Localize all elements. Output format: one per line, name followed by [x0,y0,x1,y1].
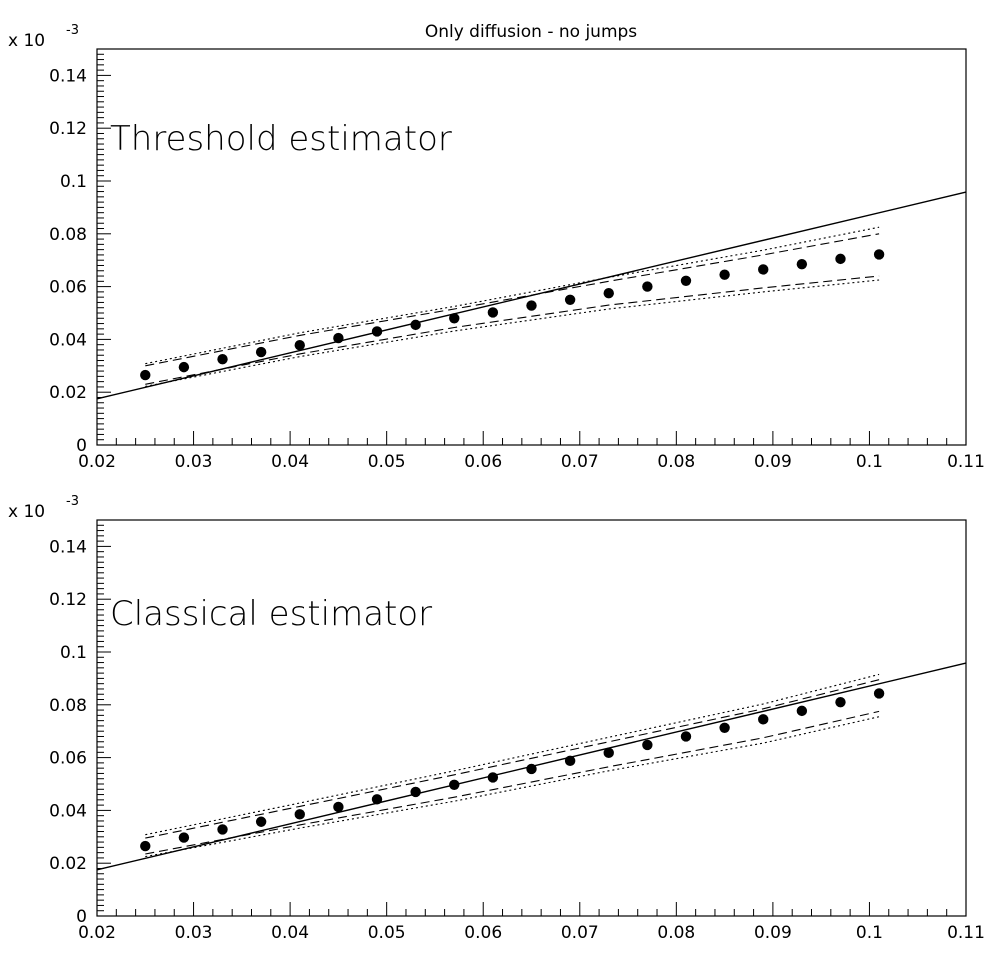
data-point [603,747,614,759]
dotted-line [145,226,880,365]
data-point [487,772,499,783]
x-tick-label: 0.06 [464,452,502,472]
y-tick-label: 0 [76,907,87,927]
data-point [217,824,228,835]
data-point [487,307,499,318]
solid-line [96,662,967,871]
data-point [603,288,614,299]
data-point [642,739,653,751]
data-point [835,253,846,265]
data-point [758,264,769,275]
data-point [642,281,653,292]
x-tick-label: 0.08 [657,923,695,943]
x-tick-label: 0.04 [271,923,309,943]
y-multiplier-label: x 10 [8,502,45,522]
data-point [178,832,190,843]
x-tick-label: 0.06 [464,923,502,943]
data-point [526,300,537,311]
y-tick-label: 0 [76,436,87,456]
x-tick-label: 0.1 [856,452,883,472]
data-point [680,275,692,286]
x-tick-label: 0.09 [754,452,792,472]
y-tick-label: 0.1 [60,172,87,192]
data-point [294,340,305,351]
y-tick-label: 0.06 [49,749,87,769]
x-tick-label: 0.09 [754,923,792,943]
x-tick-label: 0.02 [78,923,116,943]
data-point [835,696,846,708]
x-tick-label: 0.04 [271,452,309,472]
y-multiplier-exponent: -3 [66,23,79,38]
data-point [758,714,769,725]
data-point [449,313,460,324]
data-point [255,816,267,827]
y-tick-label: 0.1 [60,643,87,663]
threshold-estimator-panel: 0.02 0.03 0.04 0.05 0.06 0.07 0.08 0.09 0.1 0.11 0… [8,23,985,472]
y-tick-label: 0.04 [49,330,87,350]
y-tick-label: 0.02 [49,854,87,874]
dashed-line [145,275,880,385]
data-point [873,249,885,260]
y-tick-label: 0.08 [49,696,87,716]
plot-frame [96,519,967,917]
y-tick-label: 0.06 [49,278,87,298]
x-tick-label: 0.05 [368,452,406,472]
y-tick-label: 0.02 [49,383,87,403]
x-tick-label: 0.11 [947,452,985,472]
dashed-line [145,679,880,839]
y-tick-label: 0.14 [49,537,87,557]
x-tick-label: 0.03 [175,923,213,943]
y-tick-label: 0.14 [49,66,87,86]
y-multiplier-label: x 10 [8,31,45,51]
dashed-line [145,233,880,367]
data-point [719,722,730,733]
data-point [873,688,885,699]
panel-label: Classical estimator [110,594,432,634]
dotted-line [145,673,880,836]
x-tick-label: 0.11 [947,923,985,943]
data-point [680,731,692,742]
x-tick-label: 0.03 [175,452,213,472]
y-multiplier-exponent: -3 [66,494,79,509]
data-point [796,705,808,717]
classical-estimator-panel: 0.02 0.03 0.04 0.05 0.06 0.07 0.08 0.09 0.1 0.11 0… [8,494,985,943]
x-tick-label: 0.02 [78,452,116,472]
data-point [140,840,151,852]
x-tick-label: 0.07 [561,452,599,472]
data-point [564,294,576,305]
data-point [294,809,305,820]
panel-label: Threshold estimator [110,119,452,159]
dashed-line [145,710,880,855]
data-point [217,354,228,365]
y-tick-label: 0.04 [49,801,87,821]
data-point [719,269,730,280]
data-point [140,369,151,381]
data-point [410,319,421,331]
y-tick-label: 0.12 [49,119,87,139]
x-tick-label: 0.07 [561,923,599,943]
y-tick-label: 0.08 [49,225,87,245]
plot-frame [96,48,967,446]
data-point [333,801,344,813]
data-point [255,346,267,358]
data-point [178,361,190,373]
x-tick-label: 0.05 [368,923,406,943]
figure-title: Only diffusion - no jumps [425,22,637,42]
dotted-line [145,716,880,858]
dotted-line [145,279,880,387]
x-tick-label: 0.1 [856,923,883,943]
data-point [796,258,808,270]
x-tick-label: 0.08 [657,452,695,472]
y-tick-label: 0.12 [49,590,87,610]
